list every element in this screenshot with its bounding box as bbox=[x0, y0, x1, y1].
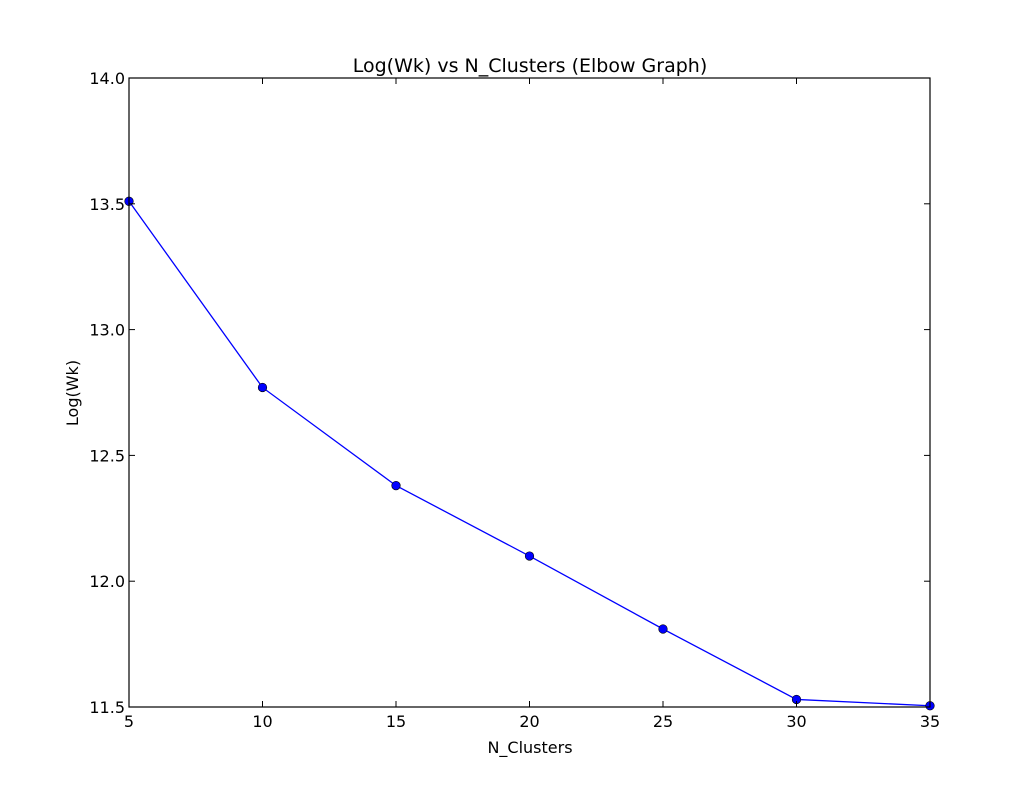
x-tick-label: 5 bbox=[124, 712, 134, 731]
data-point bbox=[658, 624, 668, 634]
x-tick-label: 10 bbox=[252, 712, 272, 731]
y-tick-label: 14.0 bbox=[89, 69, 125, 88]
y-tick-label: 12.0 bbox=[89, 572, 125, 591]
y-tick-label: 11.5 bbox=[89, 698, 125, 717]
data-point bbox=[257, 382, 268, 393]
data-point bbox=[391, 480, 401, 491]
y-tick-label: 12.5 bbox=[89, 446, 125, 465]
x-tick-label: 20 bbox=[519, 712, 539, 731]
x-tick-label: 35 bbox=[920, 712, 940, 731]
y-tick-label: 13.5 bbox=[89, 195, 125, 214]
x-tick-label: 15 bbox=[386, 712, 406, 731]
chart-title: Log(Wk) vs N_Clusters (Elbow Graph) bbox=[353, 55, 708, 77]
axis-ticks: 5 10 15 20 25 30 35 11.5 12.0 12.5 13.0 13.5 14.0 bbox=[89, 69, 940, 731]
x-tick-label: 25 bbox=[653, 712, 673, 731]
y-tick-label: 13.0 bbox=[89, 321, 125, 340]
data-point bbox=[524, 551, 535, 561]
x-axis-label: N_Clusters bbox=[487, 738, 572, 758]
y-axis-label: Log(Wk) bbox=[63, 360, 82, 426]
x-tick-label: 30 bbox=[786, 712, 806, 731]
plot-area bbox=[124, 196, 935, 711]
